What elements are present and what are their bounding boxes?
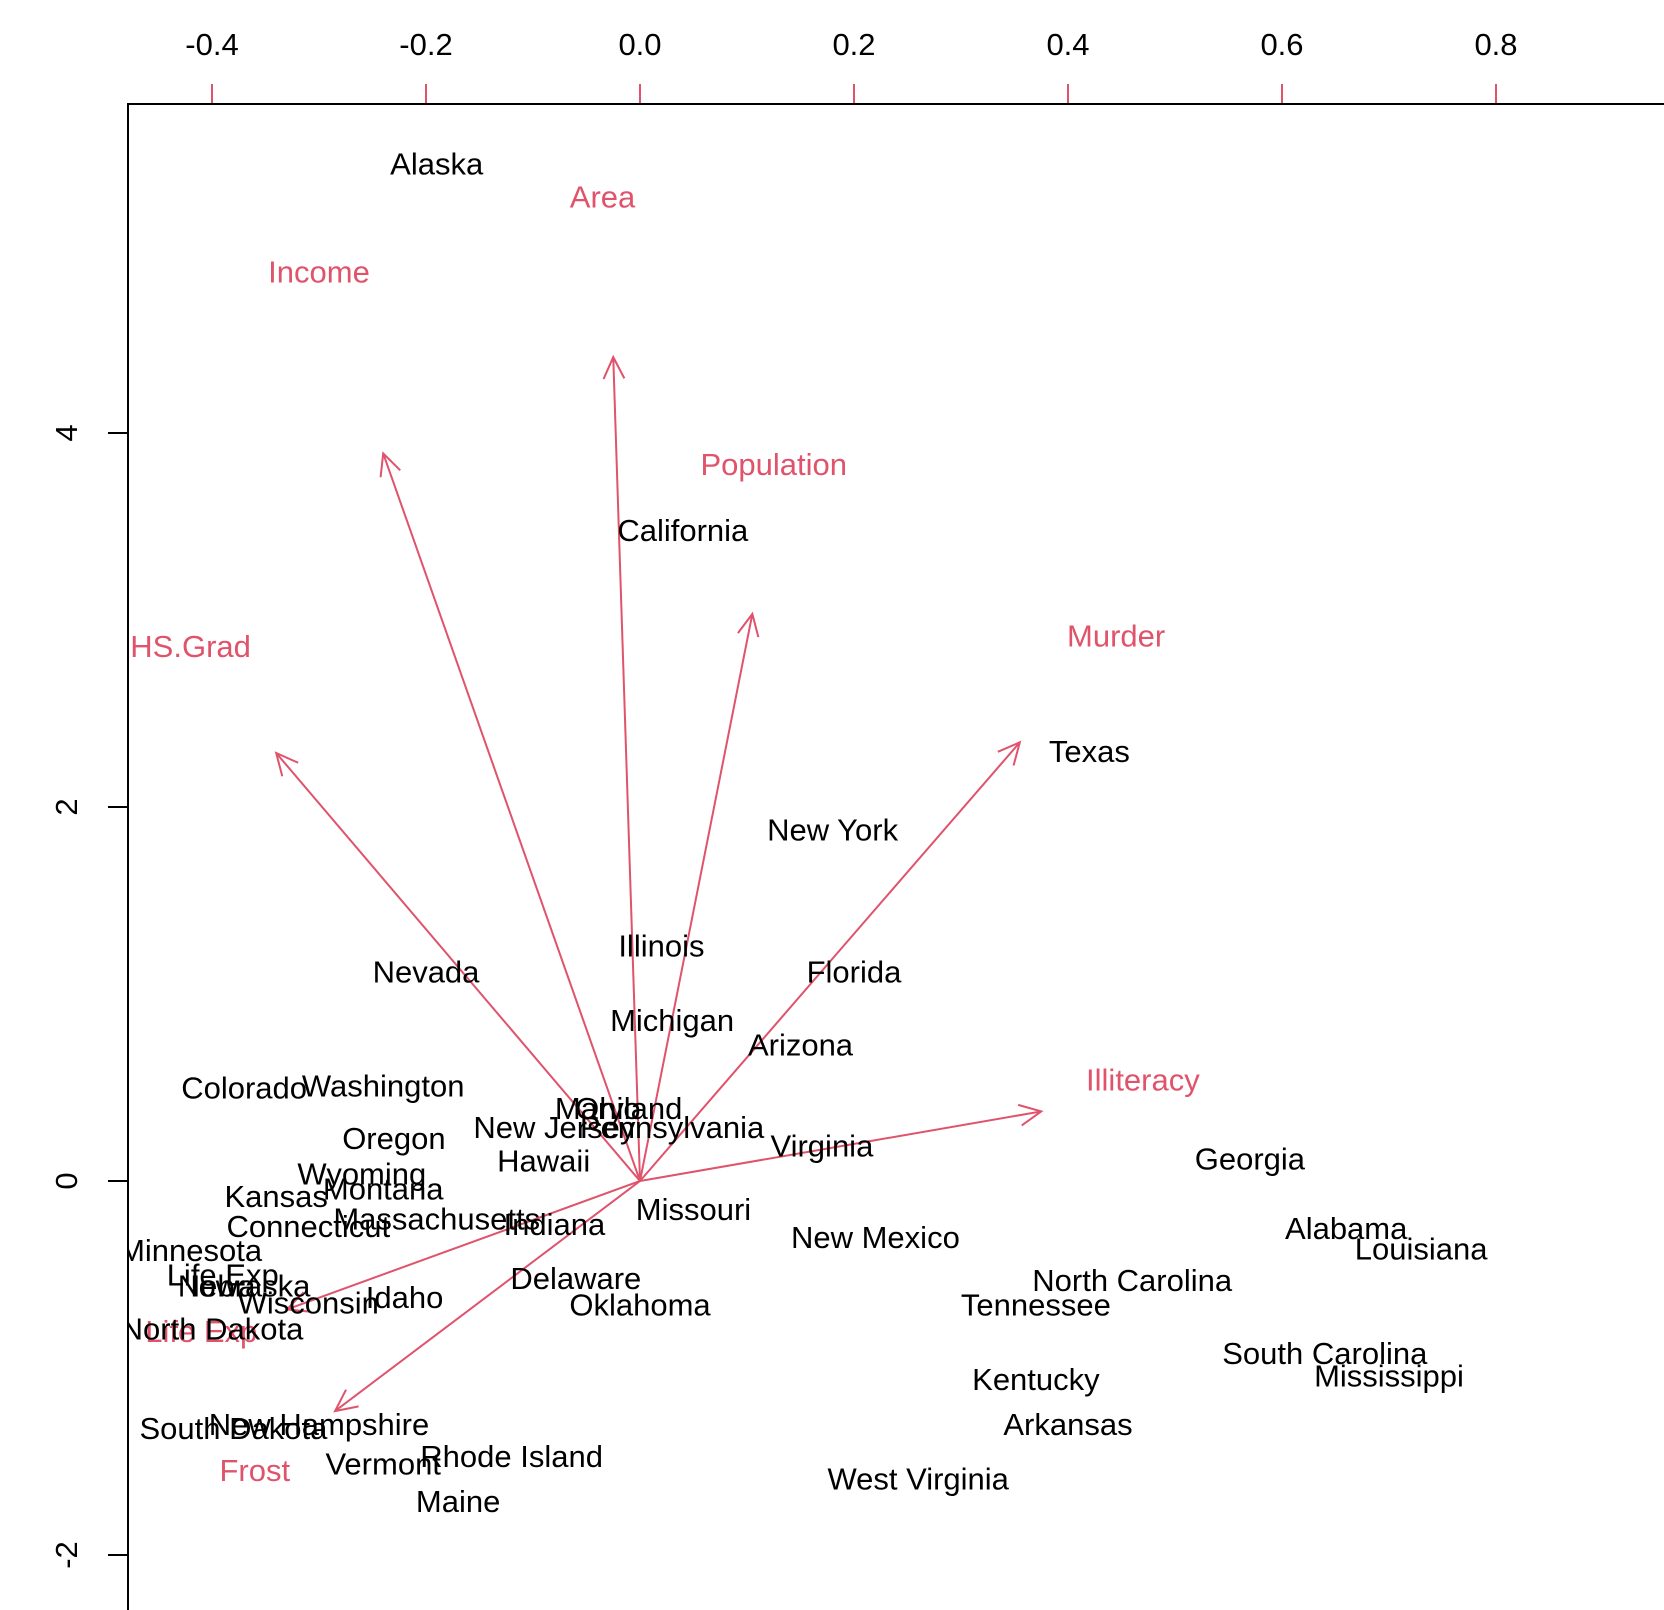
loading-arrow-murder xyxy=(639,740,1022,1182)
point-label-wyoming: Wyoming xyxy=(297,1157,426,1192)
point-label-kentucky: Kentucky xyxy=(972,1362,1100,1397)
top-axis-tick-label: 0.4 xyxy=(1046,27,1089,62)
plot-area: Area Income Population Murder HS.Grad Illiter… xyxy=(119,147,1488,1519)
left-axis: -2 0 2 4 xyxy=(49,424,128,1569)
point-label-west-virginia: West Virginia xyxy=(827,1461,1009,1496)
point-label-nevada: Nevada xyxy=(373,955,481,990)
left-axis-tick-label: 0 xyxy=(49,1172,84,1189)
point-label-kansas: Kansas xyxy=(224,1179,327,1214)
point-label-montana: Montana xyxy=(323,1171,444,1206)
point-label-connecticut: Connecticut xyxy=(226,1209,390,1244)
point-label-tennessee: Tennessee xyxy=(961,1287,1111,1322)
point-label-life-exp: Life Exp xyxy=(167,1258,279,1293)
loading-labels: Area Income Population Murder HS.Grad Illiter… xyxy=(130,180,1200,1488)
left-axis-tick-label: -2 xyxy=(49,1541,84,1569)
point-label-washington: Washington xyxy=(302,1069,465,1104)
point-label-oklahoma: Oklahoma xyxy=(569,1287,711,1322)
point-label-maryland: Maryland xyxy=(555,1091,683,1126)
top-axis-tick-label: -0.4 xyxy=(185,27,238,62)
point-label-ohio: Ohio xyxy=(575,1091,640,1126)
top-axis-tick-label: 0.6 xyxy=(1260,27,1303,62)
state-labels: Alaska California Texas New York Illinois Flo… xyxy=(119,147,1488,1519)
point-label-south-dakota: South Dakota xyxy=(139,1411,328,1446)
loading-arrow-life-exp xyxy=(284,1180,641,1313)
loading-arrow-frost xyxy=(333,1180,641,1413)
point-label-new-york: New York xyxy=(767,812,898,847)
point-label-oregon: Oregon xyxy=(342,1121,445,1156)
point-label-california: California xyxy=(617,513,749,548)
point-label-michigan: Michigan xyxy=(610,1003,734,1038)
point-label-hawaii: Hawaii xyxy=(497,1143,590,1178)
top-axis-tick-label: 0.0 xyxy=(618,27,661,62)
point-label-alabama: Alabama xyxy=(1285,1211,1408,1246)
point-label-south-carolina: South Carolina xyxy=(1222,1336,1428,1371)
point-label-florida: Florida xyxy=(807,955,903,990)
point-label-rhode-island: Rhode Island xyxy=(420,1439,603,1474)
point-label-nebraska: Nebraska xyxy=(178,1269,311,1304)
point-label-massachusetts: Massachusetts xyxy=(333,1201,540,1236)
loading-label-frost: Frost xyxy=(219,1453,290,1488)
top-axis: -0.4 -0.2 0.0 0.2 0.4 0.6 0.8 xyxy=(185,27,1518,104)
point-label-arkansas: Arkansas xyxy=(1003,1407,1132,1442)
loading-arrow-income xyxy=(379,451,641,1182)
point-label-idaho: Idaho xyxy=(366,1280,444,1315)
point-label-virginia: Virginia xyxy=(770,1128,874,1163)
point-label-mississippi: Mississippi xyxy=(1314,1358,1464,1393)
point-label-vermont: Vermont xyxy=(325,1446,441,1481)
point-label-texas: Texas xyxy=(1049,734,1130,769)
point-label-maine: Maine xyxy=(416,1484,500,1519)
left-axis-tick-label: 2 xyxy=(49,798,84,815)
point-label-delaware: Delaware xyxy=(510,1261,641,1296)
loading-label-murder: Murder xyxy=(1067,618,1165,653)
point-label-georgia: Georgia xyxy=(1195,1142,1306,1177)
loading-arrows xyxy=(274,354,1044,1413)
point-label-wisconsin: Wisconsin xyxy=(238,1286,379,1321)
point-label-north-carolina: North Carolina xyxy=(1032,1263,1233,1298)
top-axis-tick-label: 0.2 xyxy=(832,27,875,62)
point-label-new-hampshire: New Hampshire xyxy=(209,1407,430,1442)
loading-label-hs-grad: HS.Grad xyxy=(130,629,251,664)
loading-label-population: Population xyxy=(700,447,847,482)
point-label-louisiana: Louisiana xyxy=(1355,1231,1488,1266)
point-label-new-jersey: New Jersey xyxy=(473,1110,635,1145)
loading-label-income: Income xyxy=(268,255,370,290)
left-axis-tick-label: 4 xyxy=(49,424,84,441)
point-label-minnesota: Minnesota xyxy=(119,1233,263,1268)
loading-arrow-area xyxy=(602,354,641,1182)
loading-arrow-hs-grad xyxy=(274,751,641,1182)
point-label-iowa: Iowa xyxy=(190,1269,256,1304)
point-label-arizona: Arizona xyxy=(748,1027,854,1062)
point-label-indiana: Indiana xyxy=(504,1207,606,1242)
point-label-new-mexico: New Mexico xyxy=(791,1220,960,1255)
point-label-missouri: Missouri xyxy=(636,1192,751,1227)
point-label-illinois: Illinois xyxy=(618,928,704,963)
point-label-colorado: Colorado xyxy=(181,1071,307,1106)
loading-arrow-population xyxy=(639,611,760,1182)
loading-label-life-exp: Life Exp xyxy=(145,1314,257,1349)
top-axis-tick-label: 0.8 xyxy=(1474,27,1517,62)
point-label-pennsylvania: Pennsylvania xyxy=(580,1110,765,1145)
point-label-alaska: Alaska xyxy=(390,147,484,182)
loading-label-area: Area xyxy=(570,180,636,215)
top-axis-tick-label: -0.2 xyxy=(399,27,452,62)
point-label-north-dakota: North Dakota xyxy=(121,1312,304,1347)
loading-arrow-illiteracy xyxy=(639,1103,1044,1182)
loading-label-illiteracy: Illiteracy xyxy=(1086,1062,1200,1097)
plot-frame xyxy=(127,103,1664,1610)
